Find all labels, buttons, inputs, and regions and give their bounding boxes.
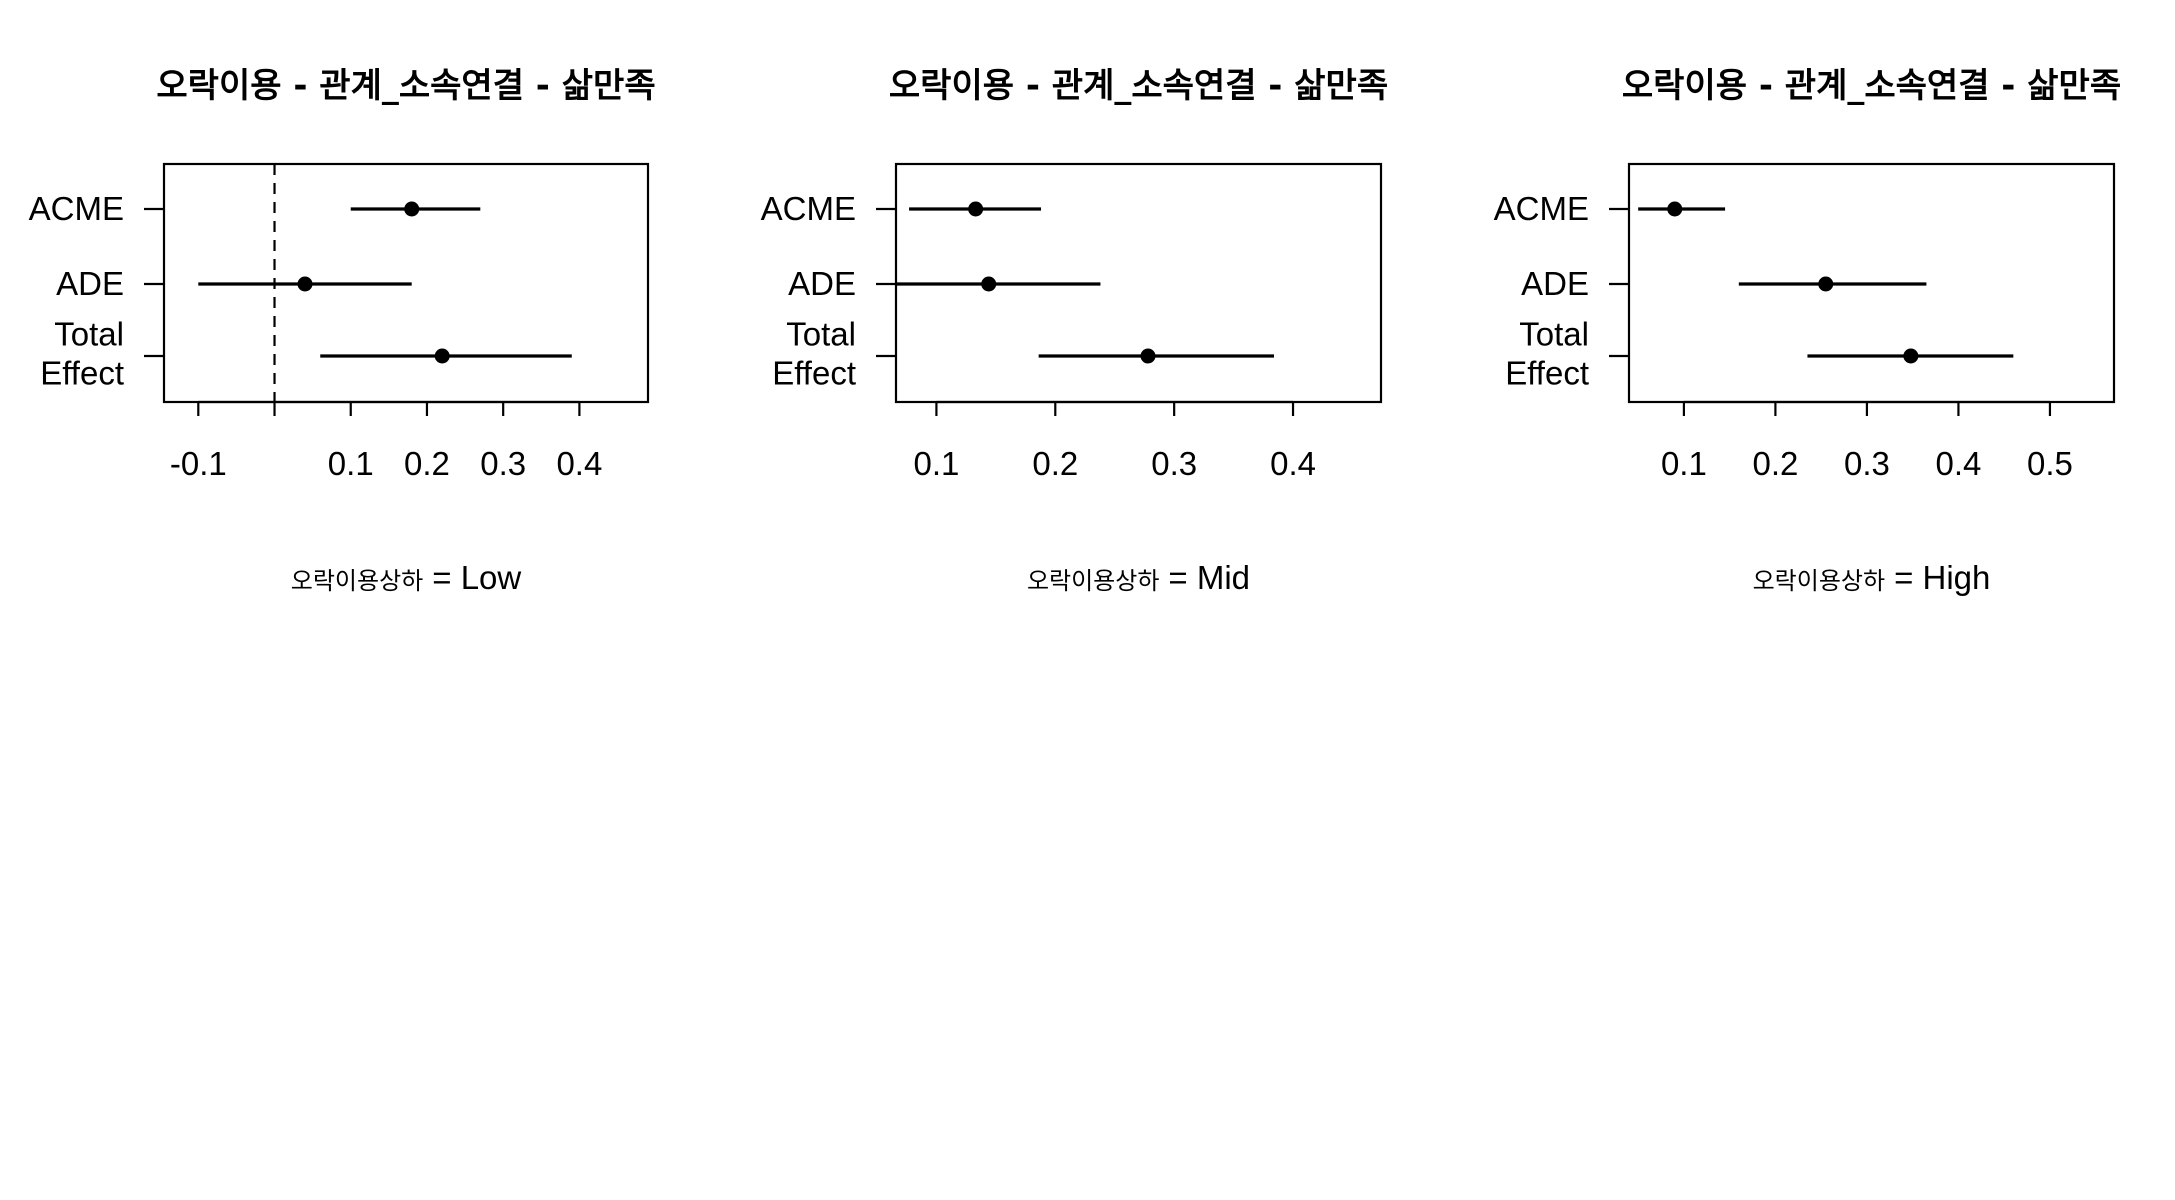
x-tick-label: 0.2	[1752, 445, 1798, 482]
panel-title: 오락이용 - 관계_소속연결 - 삶만족	[889, 66, 1388, 106]
x-tick-label: 0.3	[1844, 445, 1890, 482]
point-estimate-marker	[1667, 201, 1683, 217]
point-estimate-marker	[1903, 348, 1919, 364]
x-tick-label: 0.3	[1151, 445, 1197, 482]
x-tick-label: 0.4	[556, 445, 602, 482]
point-estimate-marker	[434, 348, 450, 364]
x-tick-label: 0.2	[1032, 445, 1078, 482]
x-tick-label: 0.2	[404, 445, 450, 482]
subtitle-variable: 오락이용상하	[1753, 567, 1885, 595]
x-tick-label: 0.1	[328, 445, 374, 482]
row-label: ADE	[1521, 265, 1589, 302]
panel-subtitle: 오락이용상하 = High	[1753, 559, 1991, 596]
row-label: Total	[786, 316, 856, 353]
x-tick-label: 0.3	[480, 445, 526, 482]
panel-title: 오락이용 - 관계_소속연결 - 삶만족	[156, 66, 655, 106]
subtitle-variable: 오락이용상하	[1027, 567, 1159, 595]
row-label: Effect	[40, 355, 124, 392]
x-tick-label: 0.1	[1661, 445, 1707, 482]
panel-subtitle: 오락이용상하 = Mid	[1027, 559, 1250, 596]
row-label: ACME	[29, 190, 124, 227]
point-estimate-marker	[968, 201, 984, 217]
point-estimate-marker	[981, 276, 997, 292]
row-label: ADE	[56, 265, 124, 302]
panel-subtitle: 오락이용상하 = Low	[291, 559, 522, 596]
forest-panel-3: 오락이용 - 관계_소속연결 - 삶만족 0.1 0.2 0.3 0.4 0.5 ACME A…	[1494, 66, 2121, 596]
subtitle-level: = Mid	[1168, 559, 1250, 596]
subtitle-level: = High	[1894, 559, 1990, 596]
point-estimate-marker	[297, 276, 313, 292]
row-label: Effect	[772, 355, 856, 392]
forest-panel-1: 오락이용 - 관계_소속연결 - 삶만족 -0.1 0.1 0.2 0.3 0.4 ACME…	[29, 66, 656, 596]
row-label: Total	[1519, 316, 1589, 353]
subtitle-variable: 오락이용상하	[291, 567, 423, 595]
row-label: ACME	[761, 190, 856, 227]
x-tick-label: 0.1	[913, 445, 959, 482]
x-tick-label: 0.4	[1935, 445, 1981, 482]
forest-panel-2: 오락이용 - 관계_소속연결 - 삶만족 0.1 0.2 0.3 0.4 ACME ADE T…	[761, 66, 1388, 596]
panel-title: 오락이용 - 관계_소속연결 - 삶만족	[1622, 66, 2121, 106]
subtitle-level: = Low	[432, 559, 521, 596]
row-label: ACME	[1494, 190, 1589, 227]
point-estimate-marker	[404, 201, 420, 217]
row-label: ADE	[788, 265, 856, 302]
x-tick-label: 0.4	[1270, 445, 1316, 482]
x-tick-label: -0.1	[170, 445, 227, 482]
point-estimate-marker	[1818, 276, 1834, 292]
point-estimate-marker	[1140, 348, 1156, 364]
row-label: Effect	[1505, 355, 1589, 392]
x-tick-label: 0.5	[2027, 445, 2073, 482]
row-label: Total	[54, 316, 124, 353]
